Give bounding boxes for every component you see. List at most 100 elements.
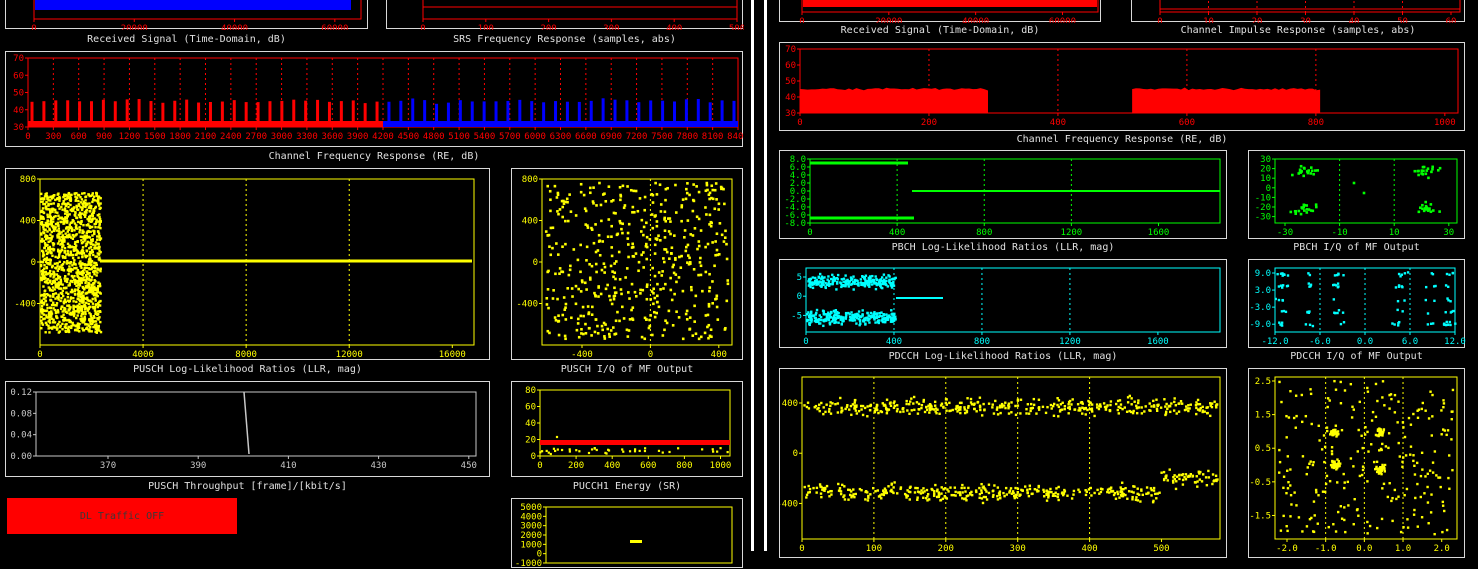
data-point <box>933 492 936 495</box>
data-point <box>81 206 84 210</box>
y-tick-label: 3000 <box>520 522 542 532</box>
data-point <box>1298 168 1302 172</box>
data-point <box>1412 513 1416 516</box>
data-point <box>1105 405 1108 408</box>
data-point <box>1098 405 1101 408</box>
data-point <box>48 223 52 226</box>
data-point <box>718 222 722 225</box>
data-point <box>1306 171 1310 175</box>
data-point <box>571 295 574 298</box>
data-point <box>699 335 703 339</box>
data-point <box>1402 426 1405 429</box>
data-point <box>1145 486 1149 489</box>
data-point <box>1405 487 1409 491</box>
data-point <box>1007 407 1010 410</box>
data-point <box>65 286 68 290</box>
data-point <box>1132 409 1135 413</box>
data-point <box>875 313 879 316</box>
data-point <box>88 274 91 278</box>
data-point <box>61 234 64 237</box>
data-point <box>848 280 852 283</box>
data-point <box>932 494 936 497</box>
data-point <box>56 269 60 272</box>
data-point <box>957 491 960 494</box>
data-point <box>693 320 697 323</box>
x-tick-label: 800 <box>974 337 990 347</box>
data-point <box>631 306 635 309</box>
data-point <box>1187 409 1190 413</box>
data-point <box>71 280 74 284</box>
data-point <box>67 205 70 209</box>
data-point <box>1320 448 1324 451</box>
data-point <box>56 311 60 314</box>
data-point <box>44 331 47 334</box>
x-tick-label: 1200 <box>119 132 141 142</box>
data-point <box>864 316 867 320</box>
data-point <box>705 183 709 187</box>
x-tick-label: 400 <box>1081 544 1097 554</box>
data-point <box>1364 426 1367 429</box>
iq-points <box>544 181 730 341</box>
data-point <box>1425 169 1429 172</box>
data-point <box>1421 207 1424 211</box>
x-tick-label: 3900 <box>347 132 369 142</box>
data-point <box>1375 465 1378 469</box>
data-point <box>879 410 882 413</box>
data-point <box>61 322 64 326</box>
data-point <box>1352 181 1356 185</box>
data-point <box>91 234 94 237</box>
data-point <box>78 262 81 265</box>
ue-received-signal-plot: 020000400006000010 <box>787 0 1099 23</box>
data-point <box>884 321 887 324</box>
data-point <box>884 404 887 407</box>
data-point <box>41 255 45 258</box>
data-point <box>872 316 876 320</box>
data-point <box>93 261 96 264</box>
data-point <box>652 302 655 306</box>
data-point <box>619 194 623 198</box>
data-point <box>837 321 840 324</box>
pdcch-llr-panel: 0 400 800 1200 1600 5 0 -5 <box>779 259 1227 348</box>
data-point <box>50 224 54 227</box>
data-point <box>39 260 43 264</box>
data-point <box>1014 486 1017 490</box>
data-point <box>65 226 69 229</box>
data-point <box>59 266 62 269</box>
data-point <box>622 206 626 210</box>
data-point <box>847 498 850 501</box>
data-point <box>654 181 657 185</box>
data-point <box>83 191 86 195</box>
data-point <box>98 300 101 304</box>
data-point <box>891 317 895 320</box>
data-point <box>1375 470 1379 474</box>
data-point <box>863 317 866 320</box>
data-point <box>1282 514 1285 518</box>
data-point <box>51 242 55 245</box>
data-point <box>685 191 689 195</box>
data-point <box>90 330 93 333</box>
data-point <box>1401 285 1404 289</box>
data-point <box>1430 493 1433 496</box>
data-point <box>82 241 85 244</box>
data-point <box>89 258 92 261</box>
dl-traffic-button[interactable]: DL Traffic OFF <box>7 498 237 534</box>
data-point <box>889 490 892 493</box>
llr-points <box>805 272 897 328</box>
data-point <box>933 404 937 407</box>
data-point <box>837 315 840 318</box>
data-point <box>578 450 581 453</box>
data-point <box>845 313 848 317</box>
data-point <box>593 447 596 450</box>
data-point <box>882 273 886 276</box>
data-point <box>72 249 76 252</box>
data-point <box>613 294 617 298</box>
data-point <box>52 229 56 233</box>
axes: 020000400006000010 <box>19 0 362 30</box>
data-point <box>828 283 832 286</box>
data-point <box>1077 488 1080 491</box>
data-point <box>587 312 590 316</box>
plot-frame <box>545 506 733 564</box>
data-point <box>964 490 967 493</box>
y-tick-label: 1.5 <box>1255 411 1271 421</box>
data-point <box>926 499 929 502</box>
